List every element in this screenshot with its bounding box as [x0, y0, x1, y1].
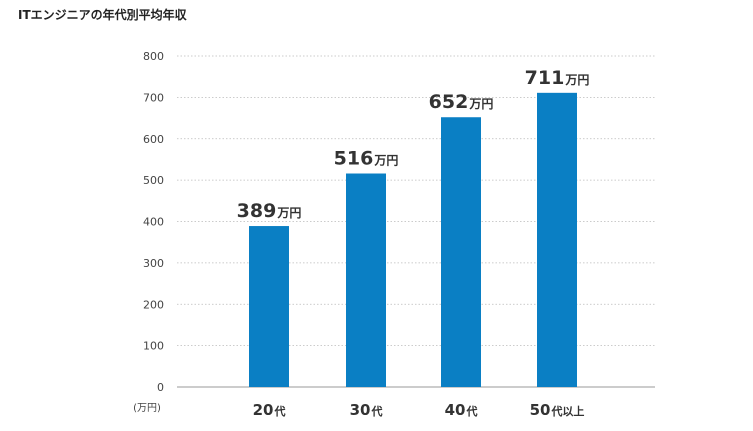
bar — [249, 226, 289, 387]
value-label: 711万円 — [525, 67, 590, 89]
bar — [346, 173, 386, 387]
y-tick-label: 700 — [143, 91, 164, 104]
x-tick-label: 50代以上 — [530, 401, 585, 419]
value-label: 389万円 — [237, 200, 302, 222]
value-label: 516万円 — [334, 148, 399, 170]
value-labels: 389万円 516万円 652万円 711万円 — [237, 67, 590, 222]
y-tick-label: 0 — [157, 381, 164, 394]
x-tick-label: 20代 — [253, 401, 286, 419]
y-unit-label: (万円) — [133, 403, 161, 414]
gridlines — [177, 55, 655, 347]
bar — [537, 92, 577, 387]
y-tick-label: 500 — [143, 174, 164, 187]
y-tick-label: 400 — [143, 216, 164, 229]
y-tick-label: 300 — [143, 257, 164, 270]
y-tick-label: 200 — [143, 298, 164, 311]
y-tick-label: 600 — [143, 133, 164, 146]
chart-title: ITエンジニアの年代別平均年収 — [18, 8, 187, 22]
y-tick-label: 800 — [143, 50, 164, 63]
bar — [441, 117, 481, 388]
bars — [249, 92, 577, 388]
x-tick-label: 40代 — [445, 401, 478, 419]
x-axis-labels: 20代 30代 40代 50代以上 — [253, 401, 585, 419]
value-label: 652万円 — [429, 91, 494, 113]
y-tick-label: 100 — [143, 340, 164, 353]
x-tick-label: 30代 — [350, 401, 383, 419]
y-axis-ticks: 0 100 200 300 400 500 600 700 800 — [143, 50, 164, 394]
